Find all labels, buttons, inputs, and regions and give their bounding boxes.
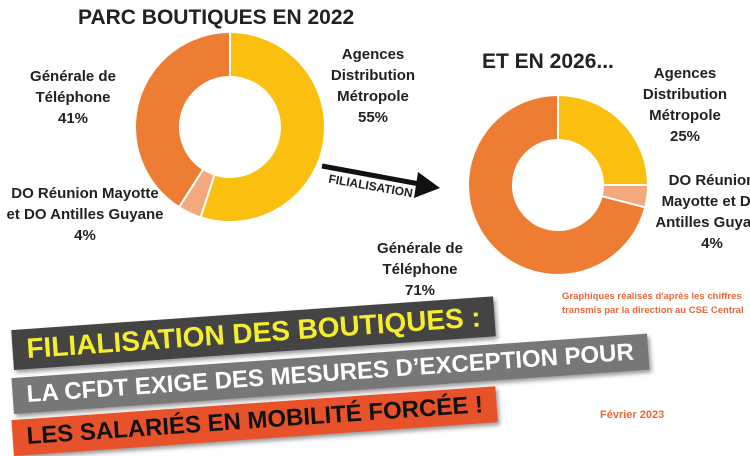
source-note: Graphiques réalisés d'après les chiffres… [562,291,744,316]
label-2022-gt: Générale de Téléphone 41% [30,68,116,127]
donut-slice-agences-distribution-m-tropole [199,30,326,223]
donut-2022 [134,30,326,223]
label-2026-gt: Générale de Téléphone 71% [377,240,463,299]
filialisation-arrow [321,163,440,198]
date: Février 2023 [600,409,665,421]
donut-2026 [467,93,650,276]
label-2022-agences: Agences Distribution Métropole 55% [330,46,416,126]
donut-slice-g-n-rale-de-t-l-phone [134,30,231,209]
chart-title-2022: PARC BOUTIQUES EN 2022 [78,6,355,29]
donut-slice-agences-distribution-m-tropole [557,93,650,186]
label-2026-agences: Agences Distribution Métropole 25% [642,65,728,145]
donut-charts [134,30,650,276]
label-2022-do: DO Réunion Mayotte et DO Antilles Guyane 4… [6,185,164,244]
chart-title-2026: ET EN 2026... [482,50,614,73]
donut-slice-g-n-rale-de-t-l-phone [467,93,647,276]
